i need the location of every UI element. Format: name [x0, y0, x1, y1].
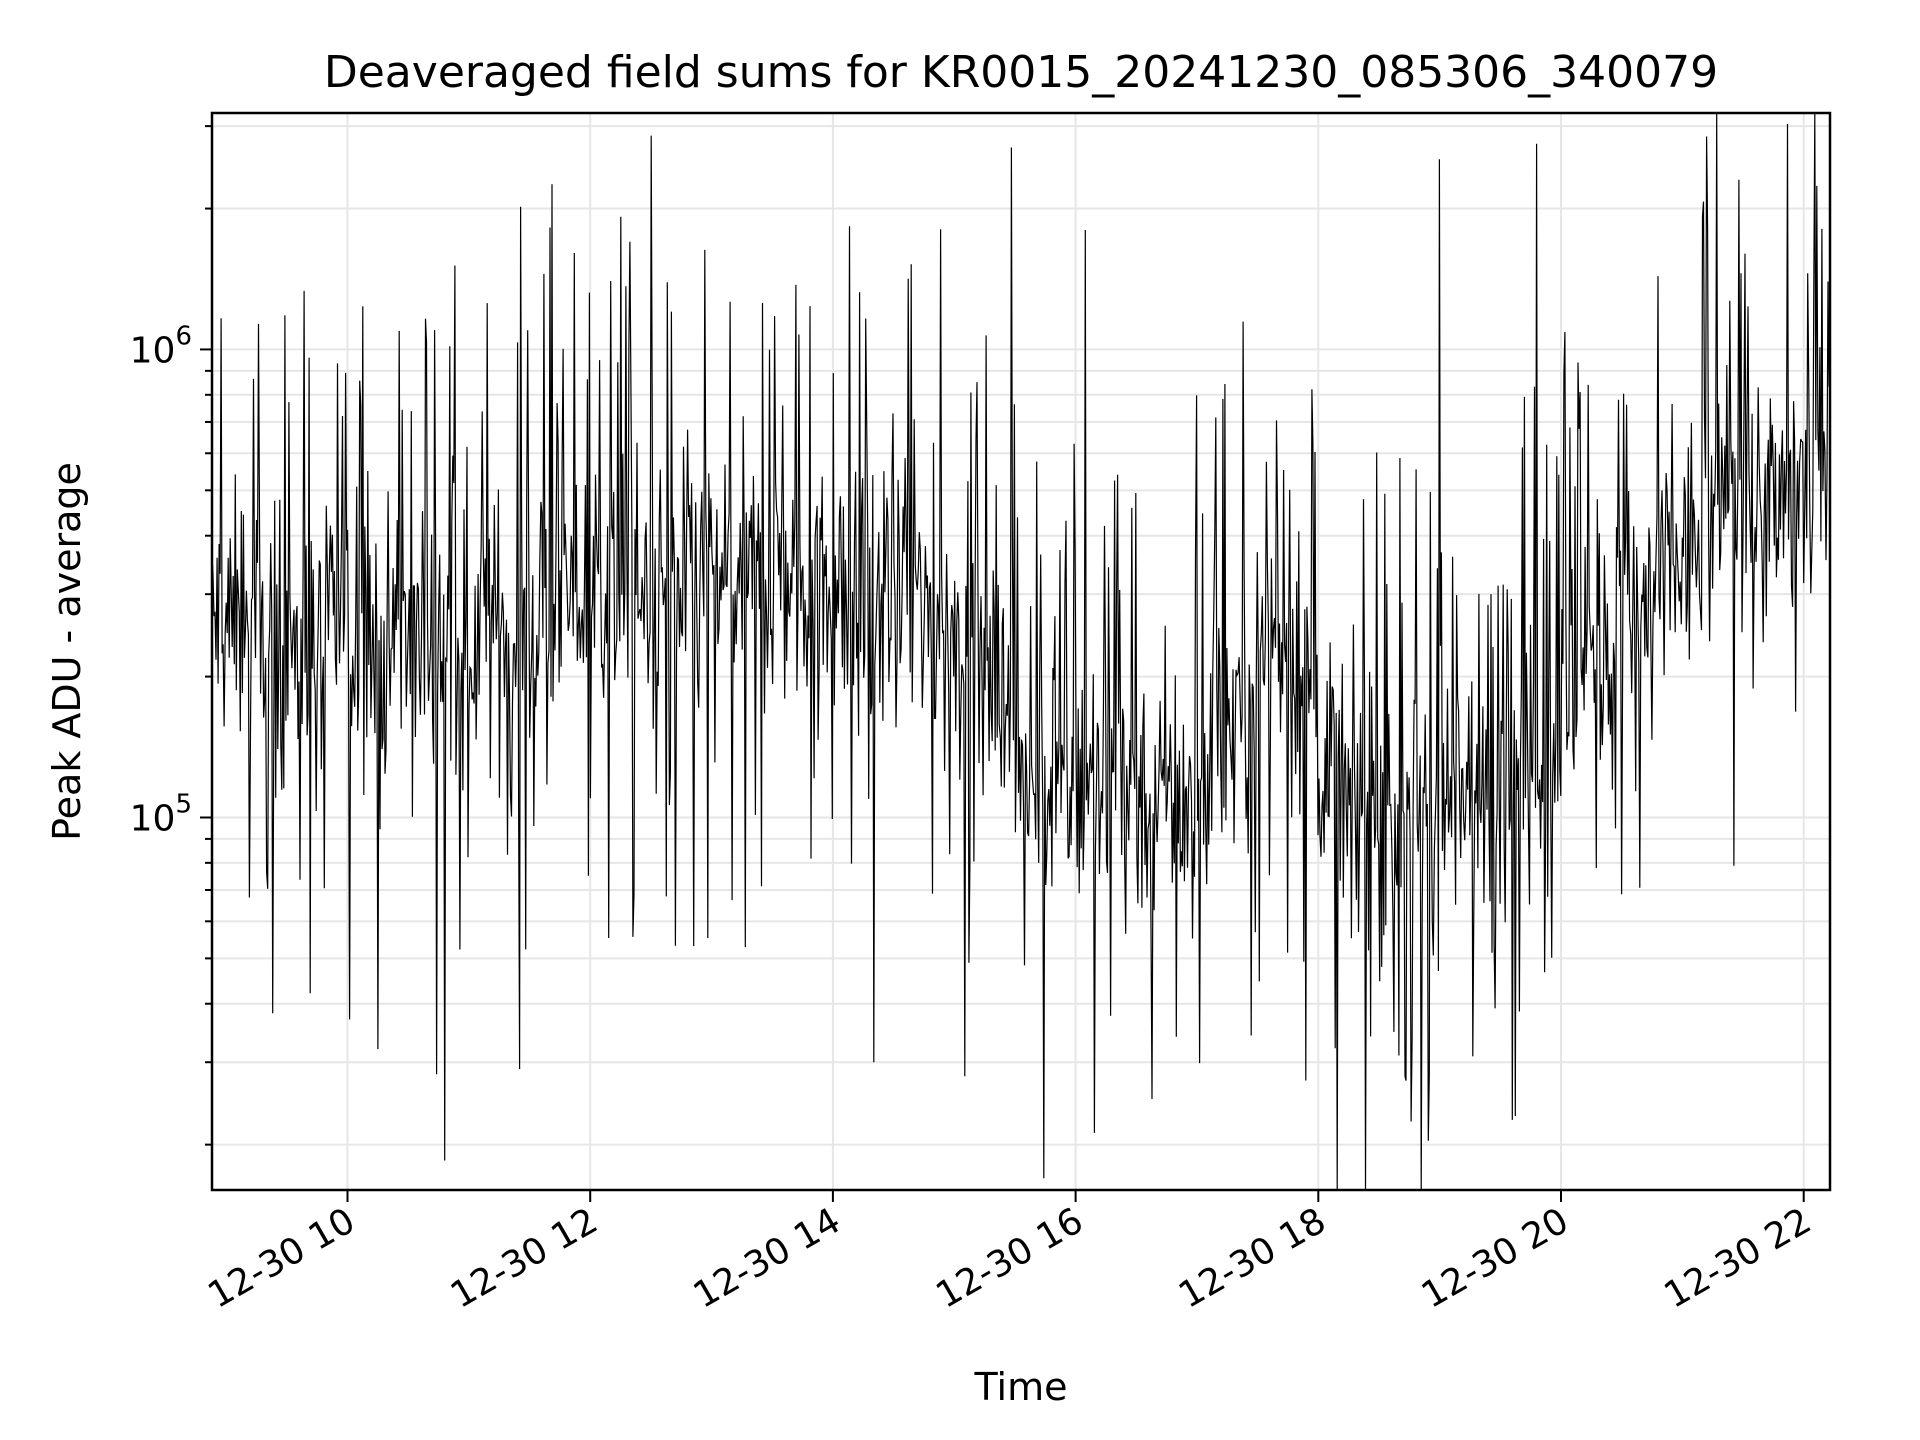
plot-frame [210, 111, 1832, 1192]
chart-title: Deaveraged field sums for KR0015_2024123… [324, 47, 1718, 98]
x-axis-label: Time [974, 1365, 1068, 1409]
series-line [211, 112, 1831, 1191]
ticks [200, 125, 1805, 1202]
y-tick-label: 105 [130, 789, 192, 839]
y-tick-label: 106 [130, 321, 192, 371]
y-tick-labels: 105 106 [130, 321, 192, 839]
y-axis-label: Peak ADU - average [45, 462, 89, 841]
series-group [211, 112, 1831, 1191]
